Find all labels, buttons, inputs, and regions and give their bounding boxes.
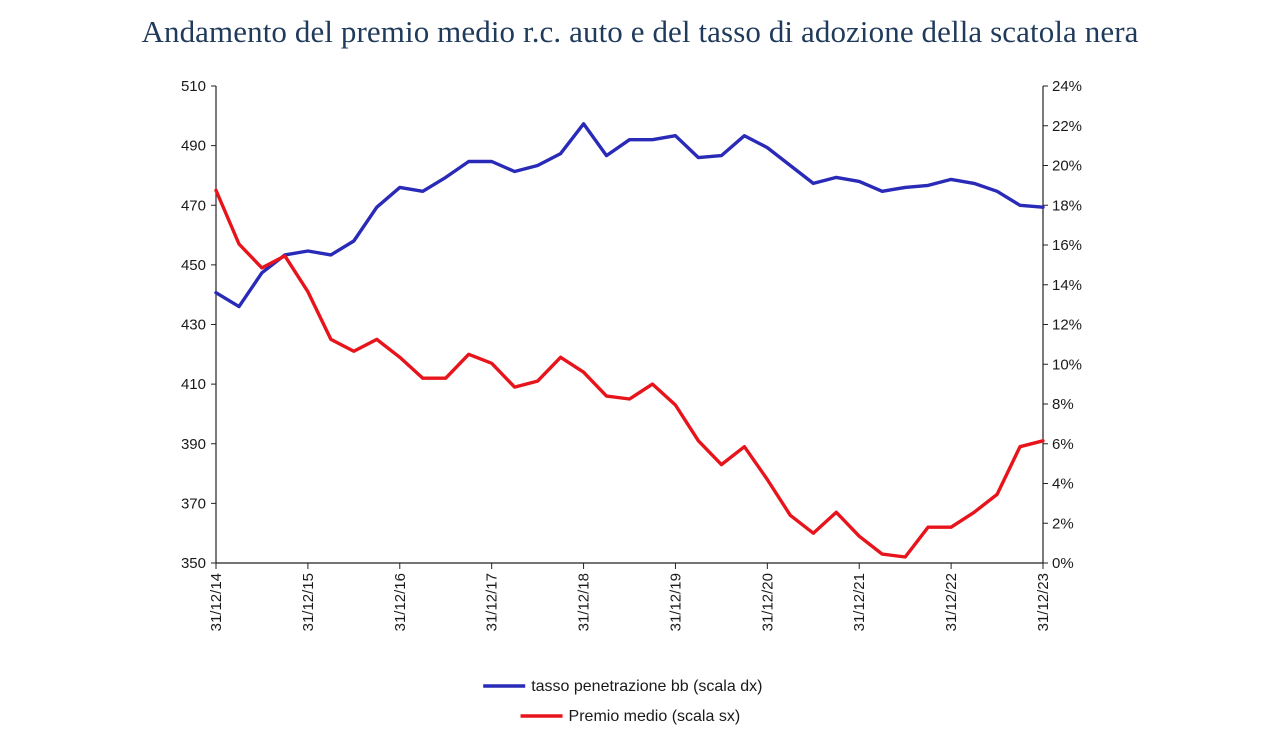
left-tick-label: 350	[181, 555, 206, 572]
x-tick-label: 31/12/17	[484, 573, 501, 631]
right-tick-label: 8%	[1052, 396, 1074, 413]
x-tick-label: 31/12/16	[392, 573, 409, 631]
left-tick-label: 450	[181, 257, 206, 274]
left-tick-label: 370	[181, 495, 206, 512]
left-axis-ticks: 350 370 390 410 430 450 470 490 510	[181, 78, 216, 572]
x-tick-label: 31/12/22	[943, 573, 960, 631]
legend-label-tasso-penetrazione: tasso penetrazione bb (scala dx)	[531, 678, 762, 695]
right-tick-label: 2%	[1052, 515, 1074, 532]
right-axis-ticks: 0% 2% 4% 6% 8% 10% 12% 14% 16% 18% 20% 22% 24%	[1043, 78, 1082, 572]
series-line-premio-medio	[214, 188, 1045, 559]
left-tick-label: 470	[181, 197, 206, 214]
x-tick-label: 31/12/23	[1035, 573, 1052, 631]
x-tick-label: 31/12/19	[667, 573, 684, 631]
chart-axes	[215, 86, 1044, 564]
right-tick-label: 20%	[1052, 158, 1082, 175]
x-tick-label: 31/12/18	[576, 573, 593, 631]
left-tick-label: 430	[181, 317, 206, 334]
left-tick-label: 490	[181, 138, 206, 155]
right-tick-label: 24%	[1052, 78, 1082, 95]
legend: tasso penetrazione bb (scala dx) Premio m…	[483, 678, 762, 725]
right-tick-label: 22%	[1052, 118, 1082, 135]
right-tick-label: 12%	[1052, 317, 1082, 334]
right-tick-label: 6%	[1052, 436, 1074, 453]
left-tick-label: 390	[181, 436, 206, 453]
left-tick-label: 510	[181, 78, 206, 95]
right-tick-label: 0%	[1052, 555, 1074, 572]
right-tick-label: 14%	[1052, 277, 1082, 294]
x-tick-label: 31/12/20	[759, 573, 776, 631]
right-tick-label: 4%	[1052, 476, 1074, 493]
series-lines	[214, 122, 1045, 559]
left-tick-label: 410	[181, 376, 206, 393]
right-tick-label: 18%	[1052, 197, 1082, 214]
x-tick-label: 31/12/14	[208, 573, 225, 631]
right-tick-label: 10%	[1052, 356, 1082, 373]
chart-title: Andamento del premio medio r.c. auto e d…	[141, 14, 1139, 49]
x-axis-ticks: 31/12/14 31/12/15 31/12/16 31/12/17 31/12/18…	[208, 563, 1052, 631]
right-tick-label: 16%	[1052, 237, 1082, 254]
x-tick-label: 31/12/15	[300, 573, 317, 631]
legend-label-premio-medio: Premio medio (scala sx)	[569, 708, 741, 725]
series-line-tasso-penetrazione	[214, 122, 1045, 309]
x-tick-label: 31/12/21	[851, 573, 868, 631]
